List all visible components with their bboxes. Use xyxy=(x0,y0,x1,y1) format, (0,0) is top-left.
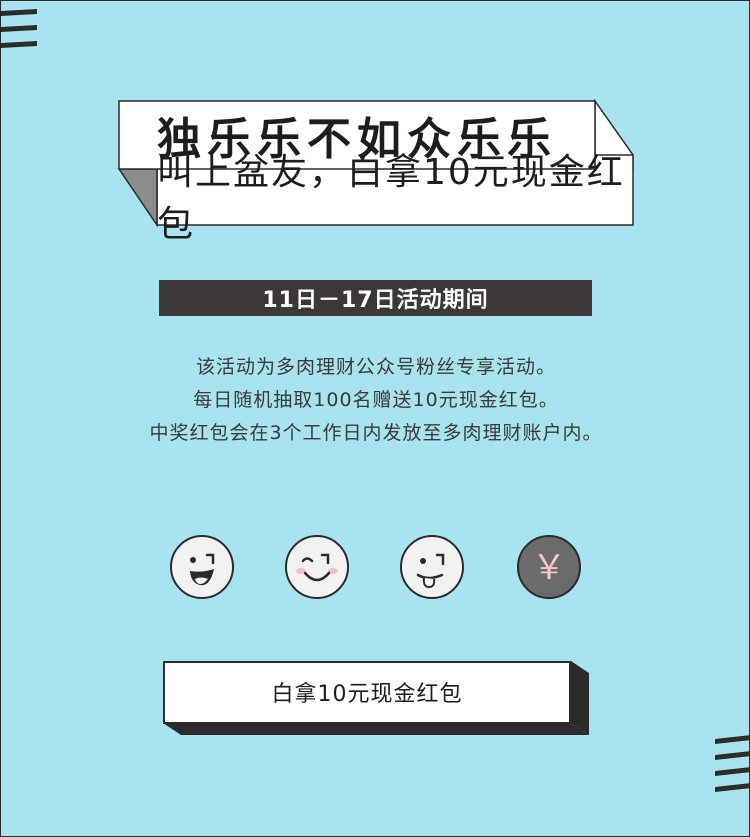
description-line: 该活动为多肉理财公众号粉丝专享活动。 xyxy=(195,356,556,378)
description-line: 每日随机抽取100名赠送10元现金红包。 xyxy=(193,389,559,411)
description-line: 中奖红包会在3个工作日内发放至多肉理财账户内。 xyxy=(149,422,603,444)
title-banner: 独乐乐不如众乐乐 叫上盆友，白拿10元现金红包 xyxy=(1,1,749,245)
yuan-symbol: ￥ xyxy=(532,548,566,588)
activity-period-bar: 11日－17日活动期间 xyxy=(159,280,592,316)
stripes-decoration-top-left xyxy=(1,9,41,51)
activity-period-label: 11日－17日活动期间 xyxy=(262,288,489,313)
smiling-face-icon xyxy=(283,533,351,601)
banner-title: 独乐乐不如众乐乐 xyxy=(157,114,557,165)
laughing-face-icon xyxy=(168,533,236,601)
activity-description: 该活动为多肉理财公众号粉丝专享活动。 每日随机抽取100名赠送10元现金红包。 … xyxy=(61,351,691,450)
yuan-coin-icon: ￥ xyxy=(515,533,583,601)
cta-block: 白拿10元现金红包 xyxy=(163,661,593,735)
claim-red-packet-button[interactable]: 白拿10元现金红包 xyxy=(163,661,571,723)
emoji-row: ￥ xyxy=(1,533,749,605)
banner-subtitle: 叫上盆友，白拿10元现金红包 xyxy=(157,152,625,245)
stripes-decoration-bottom-right xyxy=(713,735,749,793)
tongue-out-face-icon xyxy=(398,533,466,601)
